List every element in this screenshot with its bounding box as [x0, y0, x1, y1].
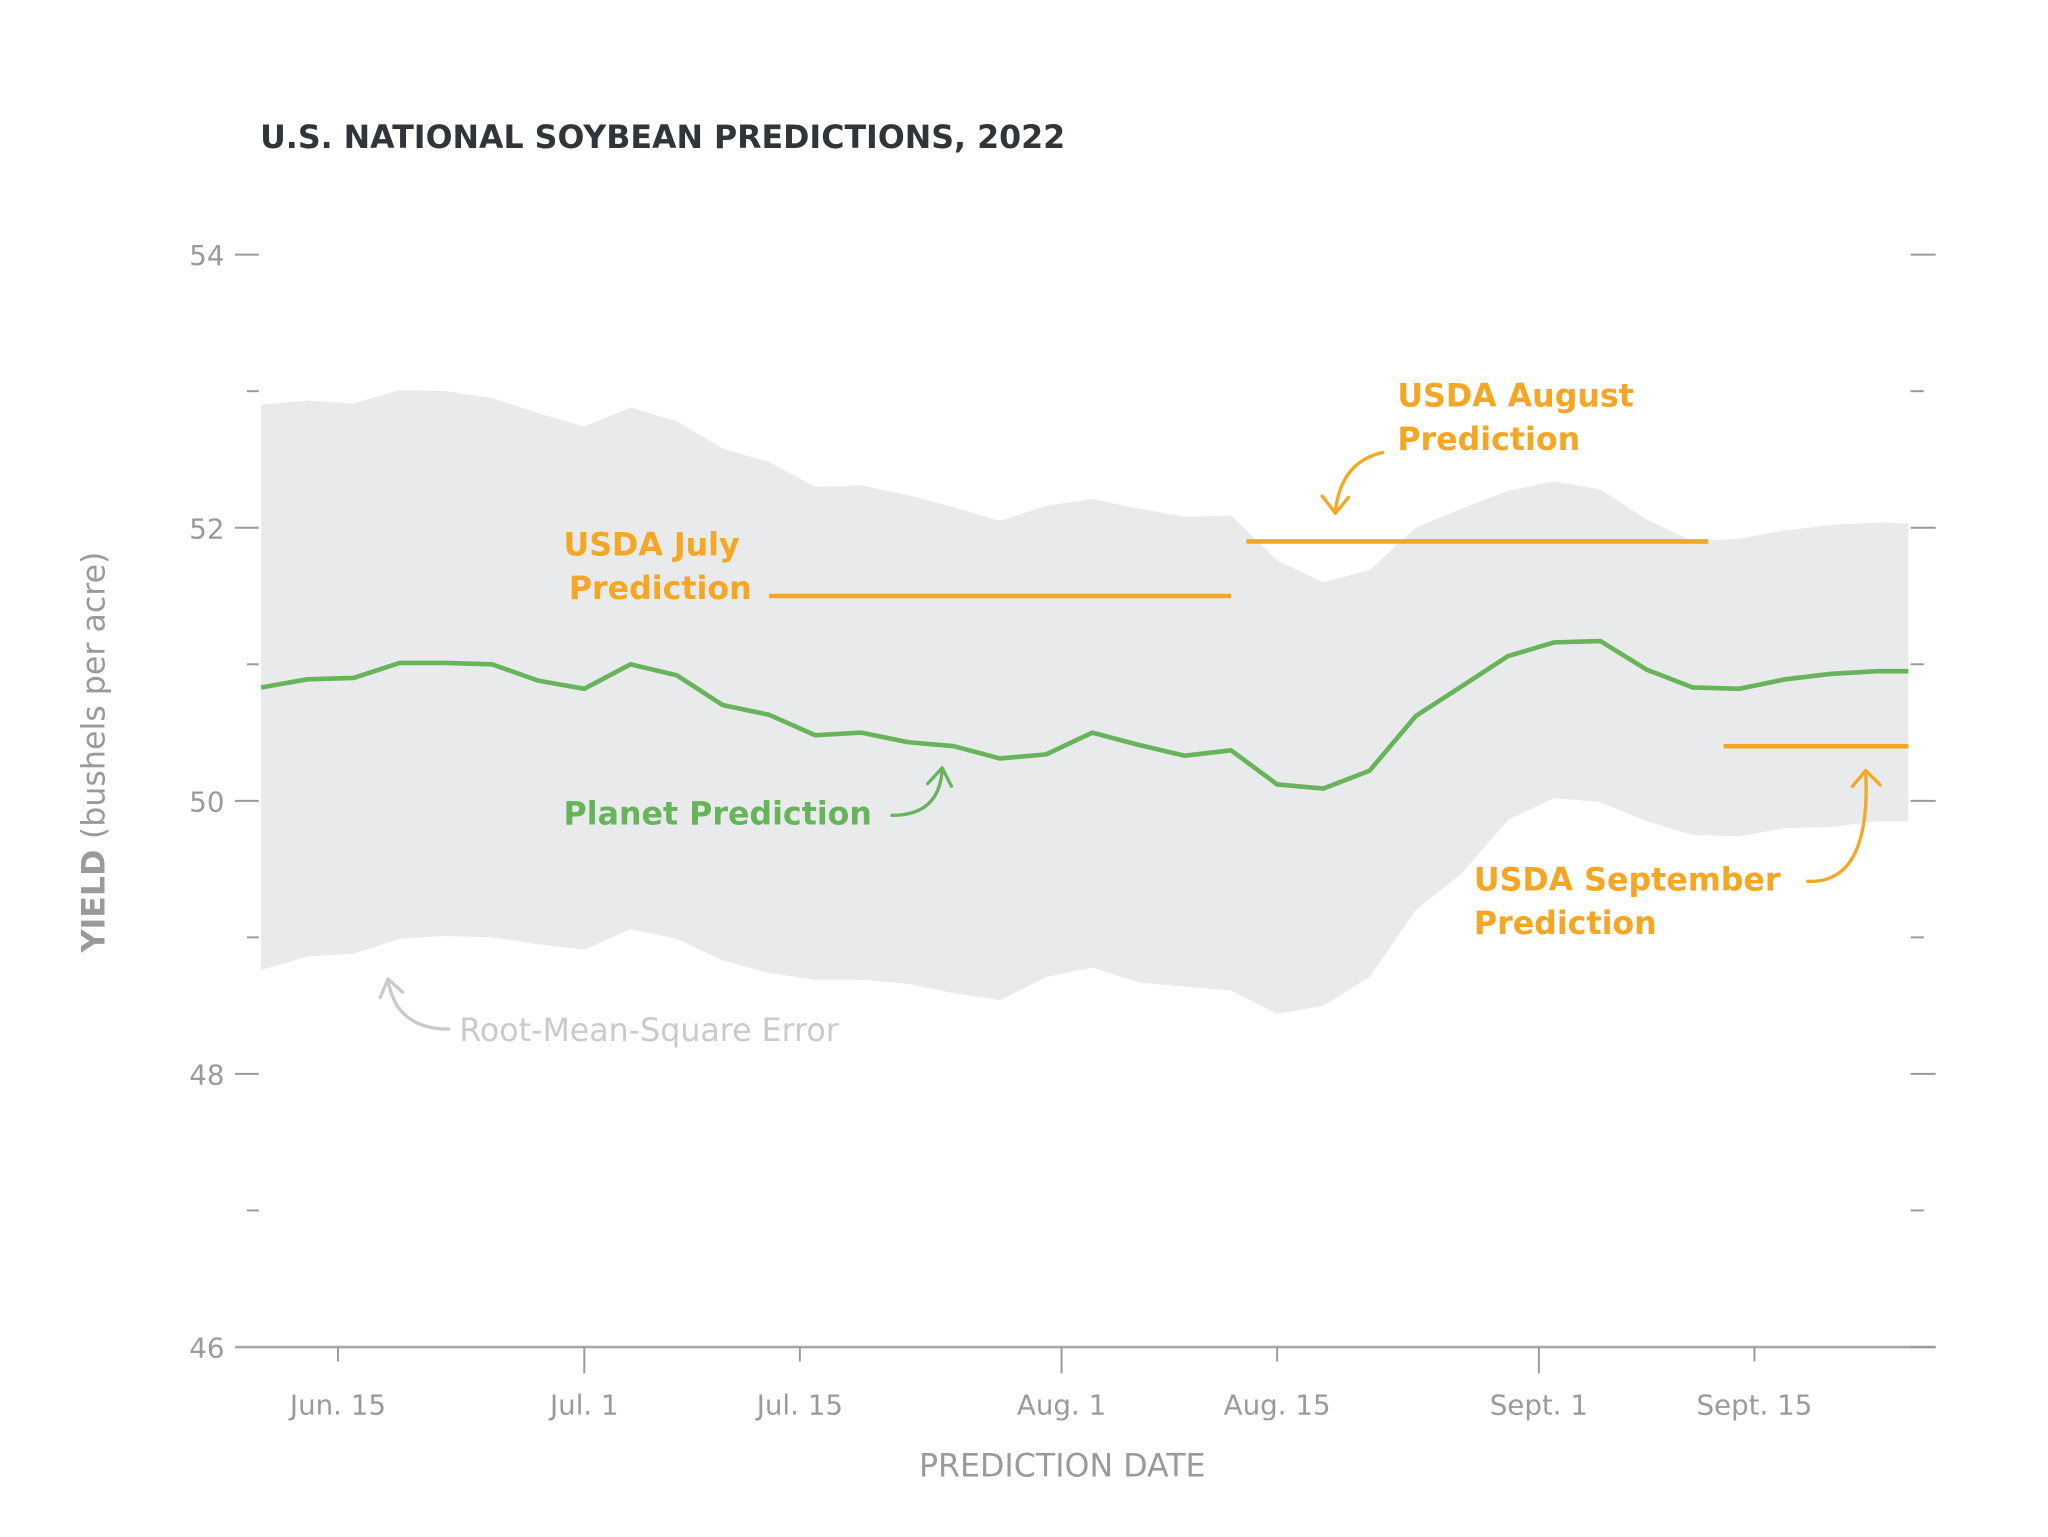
x-tick-label: Jul. 1	[548, 1388, 619, 1421]
usda-august-arrow-icon	[1320, 450, 1385, 515]
x-tick-label: Aug. 15	[1224, 1388, 1331, 1421]
x-tick-label: Jul. 15	[755, 1388, 843, 1421]
y-axis-label-main: YIELD	[76, 850, 112, 954]
usda-lines	[769, 539, 1909, 749]
x-axis-label: PREDICTION DATE	[919, 1448, 1206, 1484]
usda-august-label-line1: USDA August	[1397, 378, 1634, 414]
annotation-usda-september: USDA September Prediction	[1474, 768, 1882, 942]
y-tick-label: 54	[189, 239, 224, 272]
x-tick-label: Aug. 1	[1017, 1388, 1106, 1421]
chart-title: U.S. NATIONAL SOYBEAN PREDICTIONS, 2022	[260, 120, 1065, 156]
annotation-usda-august: USDA August Prediction	[1320, 378, 1634, 515]
usda-september-arrow-icon	[1806, 768, 1882, 883]
planet-arrow-icon	[890, 766, 954, 817]
usda-september-label-line1: USDA September	[1474, 863, 1781, 899]
usda-july-label-line2: Prediction	[569, 571, 752, 607]
usda-july-label-line1: USDA July	[564, 527, 740, 563]
y-axis-label: YIELD (bushels per acre)	[76, 552, 112, 954]
y-tick-label: 50	[189, 785, 224, 818]
rmse-band-layer	[261, 389, 1909, 1014]
planet-line-layer	[260, 638, 1909, 791]
y-tick-label: 46	[189, 1332, 224, 1365]
rmse-label: Root-Mean-Square Error	[459, 1013, 839, 1049]
planet-label: Planet Prediction	[564, 797, 872, 833]
y-tick-label: 48	[189, 1058, 224, 1091]
annotation-planet: Planet Prediction	[564, 766, 954, 833]
annotation-usda-july: USDA July Prediction	[564, 527, 752, 607]
y-axis-label-unit: (bushels per acre)	[76, 552, 112, 840]
annotation-rmse: Root-Mean-Square Error	[378, 977, 840, 1049]
usda-august-label-line2: Prediction	[1397, 422, 1580, 458]
x-tick-label: Jun. 15	[288, 1388, 386, 1421]
x-tick-label: Sept. 1	[1490, 1388, 1588, 1421]
y-tick-label: 52	[189, 512, 224, 545]
usda-september-label-line2: Prediction	[1474, 906, 1657, 942]
axes: 46 48 50 52 54 Jun. 15 Jul. 1 Jul. 15 Aug. 1 Aug.…	[189, 239, 1936, 1421]
x-tick-label: Sept. 15	[1696, 1388, 1812, 1421]
rmse-band	[261, 389, 1909, 1014]
rmse-arrow-icon	[378, 977, 451, 1031]
